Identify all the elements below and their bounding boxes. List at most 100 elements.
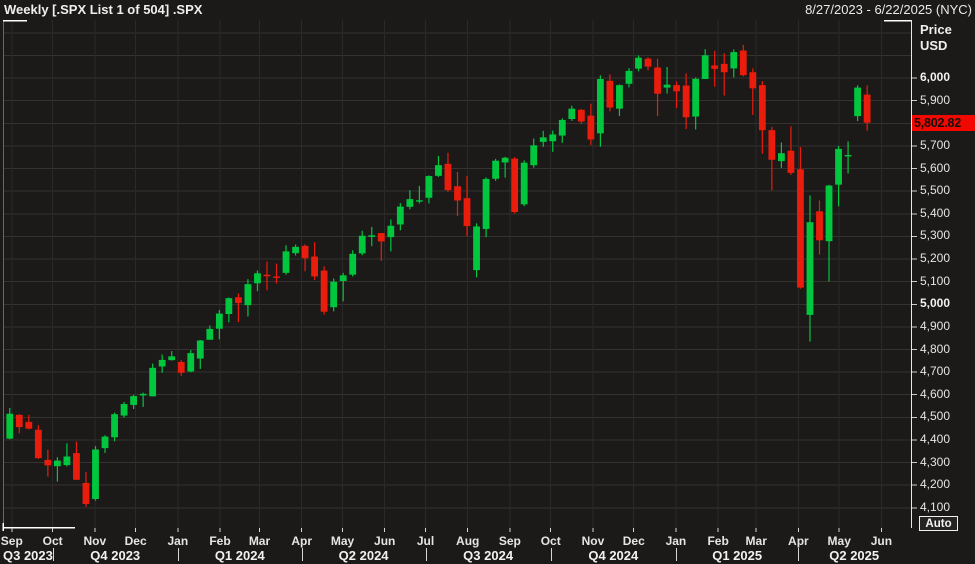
candle: [644, 57, 652, 71]
candle: [215, 309, 223, 340]
month-label: Aug: [456, 534, 480, 548]
candle: [558, 118, 566, 143]
candle: [720, 53, 728, 96]
chart-title: Weekly [.SPX List 1 of 504] .SPX: [4, 2, 203, 17]
month-label: Nov: [83, 534, 107, 548]
candle: [768, 126, 776, 191]
quarter-separator: [675, 548, 677, 561]
candle: [663, 67, 671, 94]
price-tick-label: 5,600: [920, 160, 951, 175]
month-label: Feb: [707, 534, 729, 548]
candle: [44, 449, 52, 477]
price-tick-label: 4,200: [920, 477, 951, 492]
candle: [196, 340, 204, 369]
candle: [539, 130, 547, 147]
price-tick-label: 4,700: [920, 364, 951, 379]
quarter-separator: [177, 548, 179, 561]
candle: [530, 138, 538, 168]
time-axis[interactable]: Sep Oct Nov Dec Jan Feb Mar Apr May Jun Jul Aug Sep O…: [0, 528, 912, 564]
horizontal-gridlines: [3, 32, 911, 509]
quarter-label: Q1 2025: [712, 548, 763, 563]
candle: [587, 103, 595, 146]
candle: [111, 412, 118, 442]
quarter-label: Q2 2024: [338, 548, 389, 563]
month-label: Feb: [209, 534, 231, 548]
candle: [282, 245, 290, 275]
candle: [701, 49, 709, 80]
price-tick-label: 5,900: [920, 92, 951, 107]
quarter-label: Q3 2023: [3, 548, 53, 563]
price-tick-label: 4,100: [920, 499, 951, 514]
candle: [234, 293, 242, 323]
candle: [120, 401, 128, 418]
candle: [73, 441, 80, 481]
candle: [625, 68, 633, 88]
candle: [635, 55, 642, 72]
candle: [482, 177, 490, 238]
candle: [473, 223, 480, 278]
candle: [758, 81, 766, 154]
quarter-separator: [52, 548, 54, 561]
price-tick-label: 4,600: [920, 386, 951, 401]
candle: [435, 155, 442, 177]
month-label: Mar: [745, 534, 767, 548]
quarter-separator: [301, 548, 303, 561]
title-bar: Weekly [.SPX List 1 of 504] .SPX 8/27/20…: [0, 0, 975, 20]
quarter-label: Q3 2024: [463, 548, 514, 563]
price-tick-label: 5,400: [920, 205, 951, 220]
vertical-gridlines: [11, 20, 882, 528]
candle: [206, 325, 214, 340]
month-label: Apr: [291, 534, 313, 548]
month-label: Jan: [167, 534, 189, 548]
quarter-label: Q4 2023: [90, 548, 141, 563]
candle: [825, 184, 833, 282]
price-tick-label: 4,500: [920, 409, 951, 424]
candle: [492, 158, 500, 181]
autoscale-button[interactable]: Auto: [919, 516, 958, 531]
candle: [730, 49, 738, 78]
month-label: Nov: [581, 534, 605, 548]
month-label: Sep: [0, 534, 23, 548]
month-label: May: [827, 534, 851, 548]
candle: [596, 75, 604, 147]
price-axis-currency: USD: [920, 38, 948, 53]
price-tick-label: 4,300: [920, 454, 951, 469]
candle: [349, 250, 357, 277]
candle: [396, 203, 404, 231]
candle: [863, 85, 871, 131]
quarter-separator: [798, 548, 800, 561]
price-tick-label: 4,900: [920, 318, 951, 333]
candle: [425, 175, 433, 204]
candle: [25, 414, 33, 430]
candle: [320, 266, 328, 315]
price-tick-marks: [912, 77, 917, 509]
candle: [92, 446, 99, 501]
candle: [358, 230, 366, 256]
month-label: Dec: [124, 534, 147, 548]
candle: [6, 407, 14, 440]
candle: [63, 443, 71, 467]
month-tick-marks: [11, 528, 882, 532]
candle: [254, 270, 261, 292]
month-label: Sep: [498, 534, 521, 548]
price-tick-label: 4,400: [920, 431, 951, 446]
candle: [244, 279, 252, 317]
month-label: Oct: [540, 534, 561, 548]
candle: [806, 195, 814, 342]
candle: [387, 219, 395, 252]
price-tick-label: 5,000: [920, 296, 951, 311]
candle: [711, 50, 719, 87]
price-axis[interactable]: Price USD 6,000 5,900 5,700 5,600 5,500 5,400…: [912, 20, 975, 528]
price-tick-label: 5,500: [920, 183, 951, 198]
candle: [835, 145, 842, 207]
price-tick-label: 4,800: [920, 341, 951, 356]
month-label: Oct: [42, 534, 63, 548]
candle: [15, 414, 23, 434]
candle: [101, 435, 109, 453]
candle: [158, 354, 166, 373]
candle: [654, 58, 661, 117]
quarter-label: Q4 2024: [588, 548, 639, 563]
quarter-separator: [550, 548, 552, 561]
